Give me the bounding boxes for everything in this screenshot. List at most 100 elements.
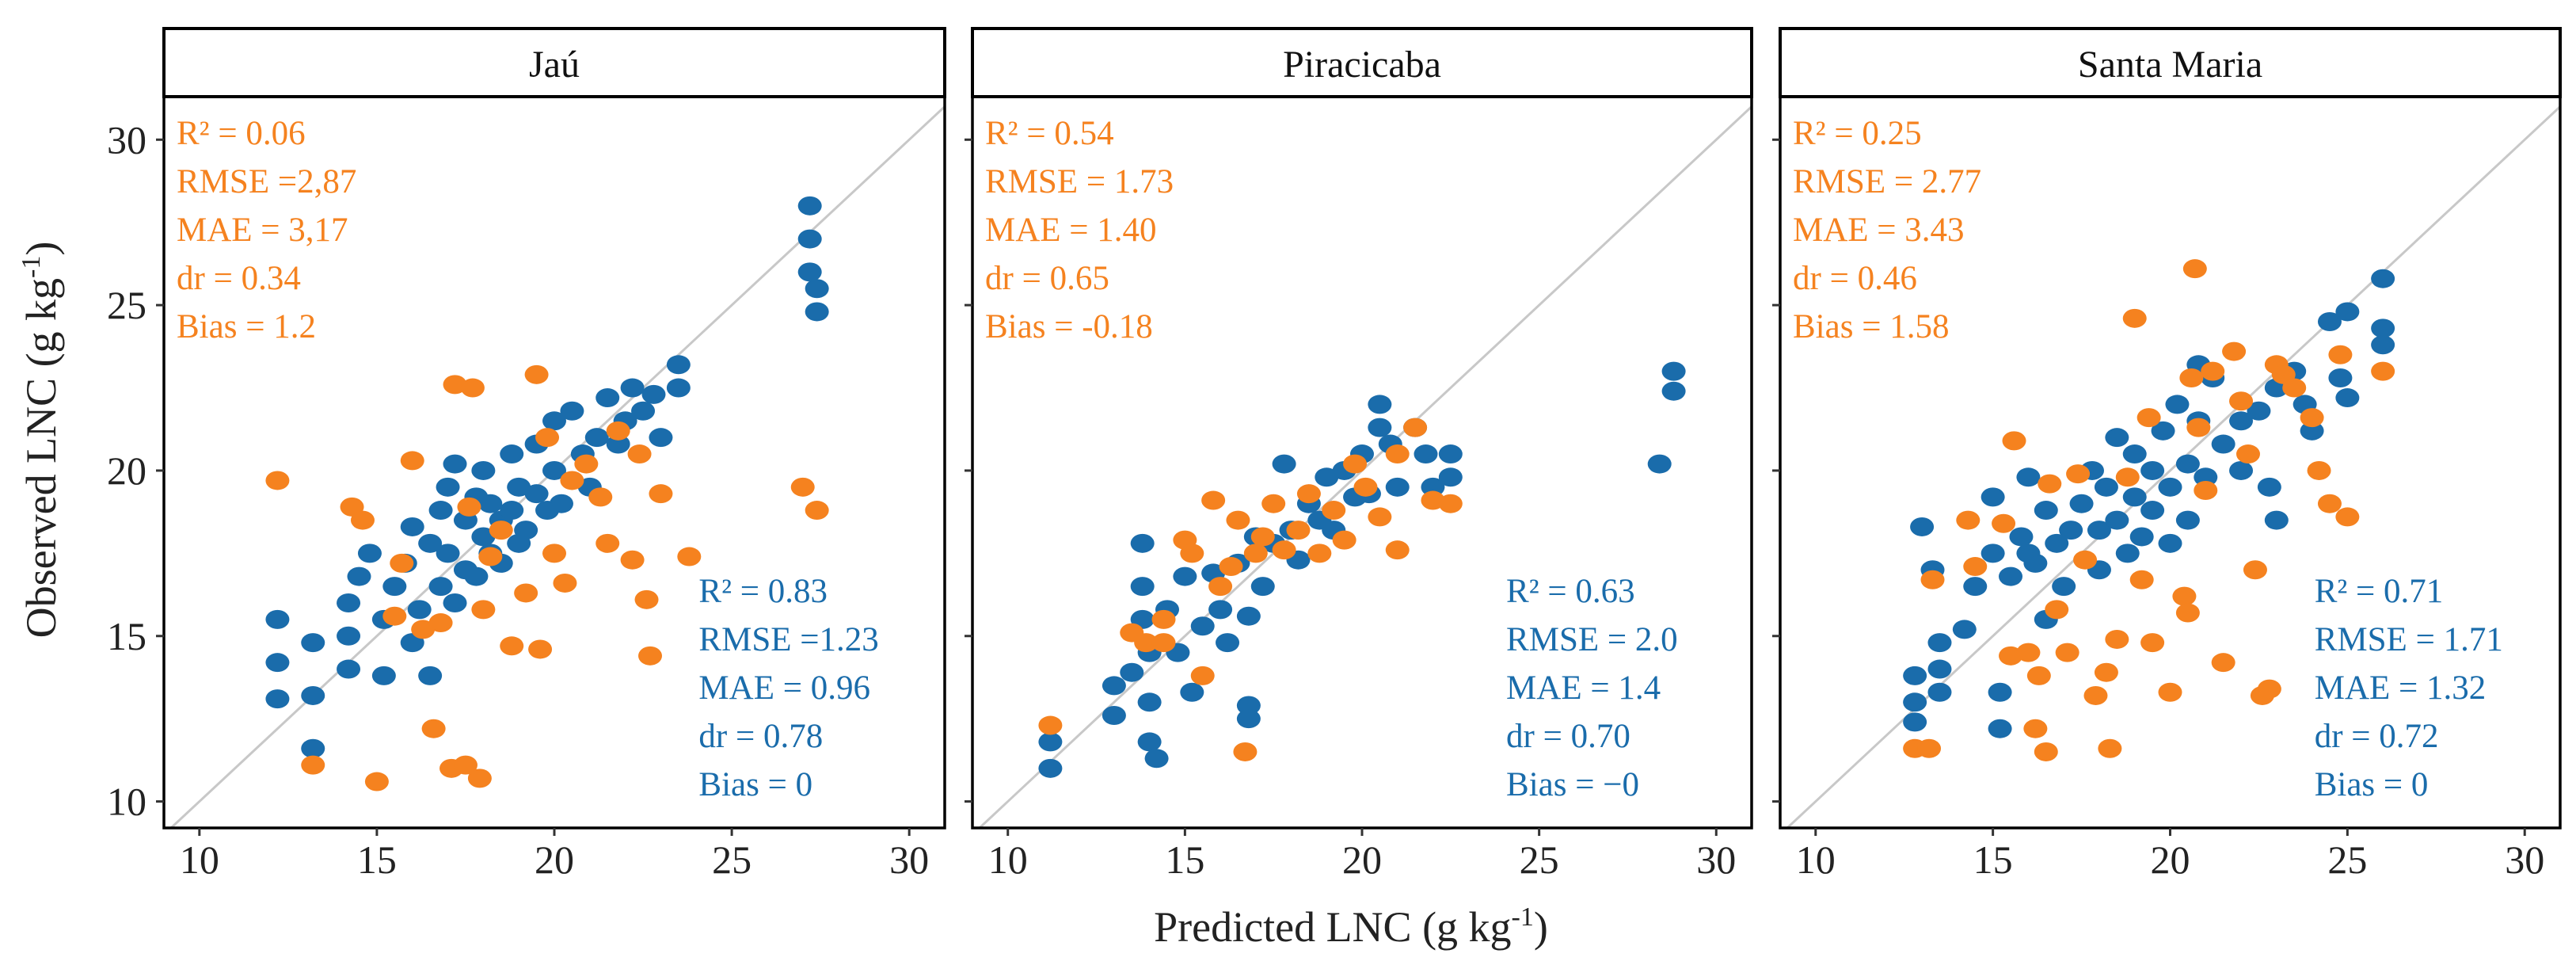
point-blue bbox=[620, 378, 645, 398]
point-orange bbox=[588, 487, 613, 507]
point-orange bbox=[2073, 550, 2098, 570]
point-blue bbox=[400, 517, 424, 536]
point-orange bbox=[2083, 685, 2108, 705]
point-blue bbox=[2105, 428, 2129, 448]
point-orange bbox=[2236, 444, 2260, 464]
point-orange bbox=[2129, 570, 2154, 589]
facet-title: Piracicaba bbox=[1283, 44, 1441, 86]
point-orange bbox=[528, 639, 553, 659]
point-blue bbox=[1173, 566, 1197, 586]
point-blue bbox=[478, 494, 503, 513]
point-orange bbox=[382, 606, 407, 626]
stats-blue-line: dr = 0.70 bbox=[1506, 718, 1630, 755]
point-blue bbox=[666, 378, 691, 398]
y-tick-label: 15 bbox=[107, 614, 146, 658]
point-orange bbox=[2158, 682, 2182, 702]
y-tick-label: 10 bbox=[107, 780, 146, 824]
point-orange bbox=[627, 444, 652, 464]
point-orange bbox=[1917, 738, 1942, 758]
x-tick-label: 15 bbox=[357, 837, 397, 882]
point-orange bbox=[428, 613, 453, 633]
point-orange bbox=[574, 454, 599, 474]
point-blue bbox=[1414, 444, 1438, 464]
x-tick-label: 25 bbox=[712, 837, 751, 882]
stats-blue-line: Bias = 0 bbox=[2315, 766, 2429, 803]
stats-blue-line: MAE = 1.4 bbox=[1506, 669, 1661, 707]
point-blue bbox=[1180, 682, 1204, 702]
facet-title: Santa Maria bbox=[2078, 44, 2262, 86]
point-blue bbox=[1236, 709, 1261, 729]
point-blue bbox=[2087, 521, 2111, 540]
point-orange bbox=[1438, 494, 1463, 513]
stats-blue-line: RMSE =1.23 bbox=[698, 621, 878, 658]
point-blue bbox=[549, 494, 573, 513]
point-orange bbox=[400, 451, 424, 471]
x-tick-label: 30 bbox=[2505, 837, 2544, 882]
point-blue bbox=[2229, 411, 2254, 431]
point-blue bbox=[428, 501, 453, 521]
point-blue bbox=[347, 566, 371, 586]
point-orange bbox=[2023, 719, 2048, 738]
point-orange bbox=[1920, 570, 1945, 589]
point-blue bbox=[2229, 460, 2254, 480]
point-blue bbox=[2335, 302, 2360, 322]
point-blue bbox=[1927, 633, 1952, 653]
point-blue bbox=[428, 577, 453, 597]
point-orange bbox=[535, 428, 560, 448]
point-orange bbox=[1353, 477, 1378, 497]
point-orange bbox=[1151, 609, 1176, 629]
point-blue bbox=[524, 484, 549, 504]
point-orange bbox=[1038, 715, 1063, 735]
point-orange bbox=[2045, 600, 2069, 620]
point-blue bbox=[436, 544, 460, 563]
point-blue bbox=[2194, 467, 2218, 487]
point-orange bbox=[2016, 643, 2041, 662]
point-blue bbox=[2328, 368, 2353, 387]
stats-orange-line: MAE = 1.40 bbox=[985, 212, 1157, 249]
point-blue bbox=[2247, 401, 2271, 421]
point-blue bbox=[337, 626, 361, 646]
point-blue bbox=[1903, 692, 1927, 712]
point-orange bbox=[2026, 666, 2051, 685]
point-blue bbox=[560, 401, 584, 421]
stats-blue-line: RMSE = 2.0 bbox=[1506, 621, 1678, 658]
stats-blue-line: dr = 0.72 bbox=[2315, 718, 2439, 755]
point-blue bbox=[514, 521, 538, 540]
point-orange bbox=[524, 364, 549, 384]
point-orange bbox=[1190, 666, 1215, 685]
point-blue bbox=[1661, 381, 1686, 401]
point-orange bbox=[2257, 679, 2281, 699]
point-orange bbox=[1956, 510, 1981, 530]
point-orange bbox=[364, 772, 389, 791]
point-orange bbox=[421, 719, 446, 738]
stats-orange-line: Bias = -0.18 bbox=[985, 308, 1153, 345]
point-blue bbox=[443, 593, 467, 612]
point-orange bbox=[1385, 444, 1410, 464]
y-tick-label: 20 bbox=[107, 448, 146, 493]
point-orange bbox=[2211, 653, 2235, 673]
x-tick-label: 30 bbox=[1696, 837, 1736, 882]
point-orange bbox=[638, 646, 663, 666]
stats-orange-line: RMSE = 1.73 bbox=[985, 163, 1174, 200]
point-blue bbox=[2211, 434, 2235, 454]
point-blue bbox=[500, 444, 524, 464]
point-blue bbox=[1272, 454, 1296, 474]
point-blue bbox=[1988, 719, 2012, 738]
point-orange bbox=[2098, 738, 2122, 758]
x-tick-label: 20 bbox=[1342, 837, 1382, 882]
point-blue bbox=[500, 501, 524, 521]
point-blue bbox=[2034, 501, 2058, 521]
point-orange bbox=[1343, 454, 1368, 474]
point-blue bbox=[631, 401, 656, 421]
point-orange bbox=[2055, 643, 2079, 662]
point-orange bbox=[634, 589, 659, 609]
point-orange bbox=[677, 547, 702, 566]
point-blue bbox=[1130, 533, 1155, 553]
x-tick-label: 30 bbox=[889, 837, 929, 882]
point-orange bbox=[2282, 378, 2307, 398]
stats-blue-line: R² = 0.63 bbox=[1506, 573, 1635, 610]
point-blue bbox=[666, 355, 691, 375]
point-blue bbox=[1315, 467, 1339, 487]
point-blue bbox=[418, 666, 443, 685]
point-blue bbox=[2140, 460, 2165, 480]
